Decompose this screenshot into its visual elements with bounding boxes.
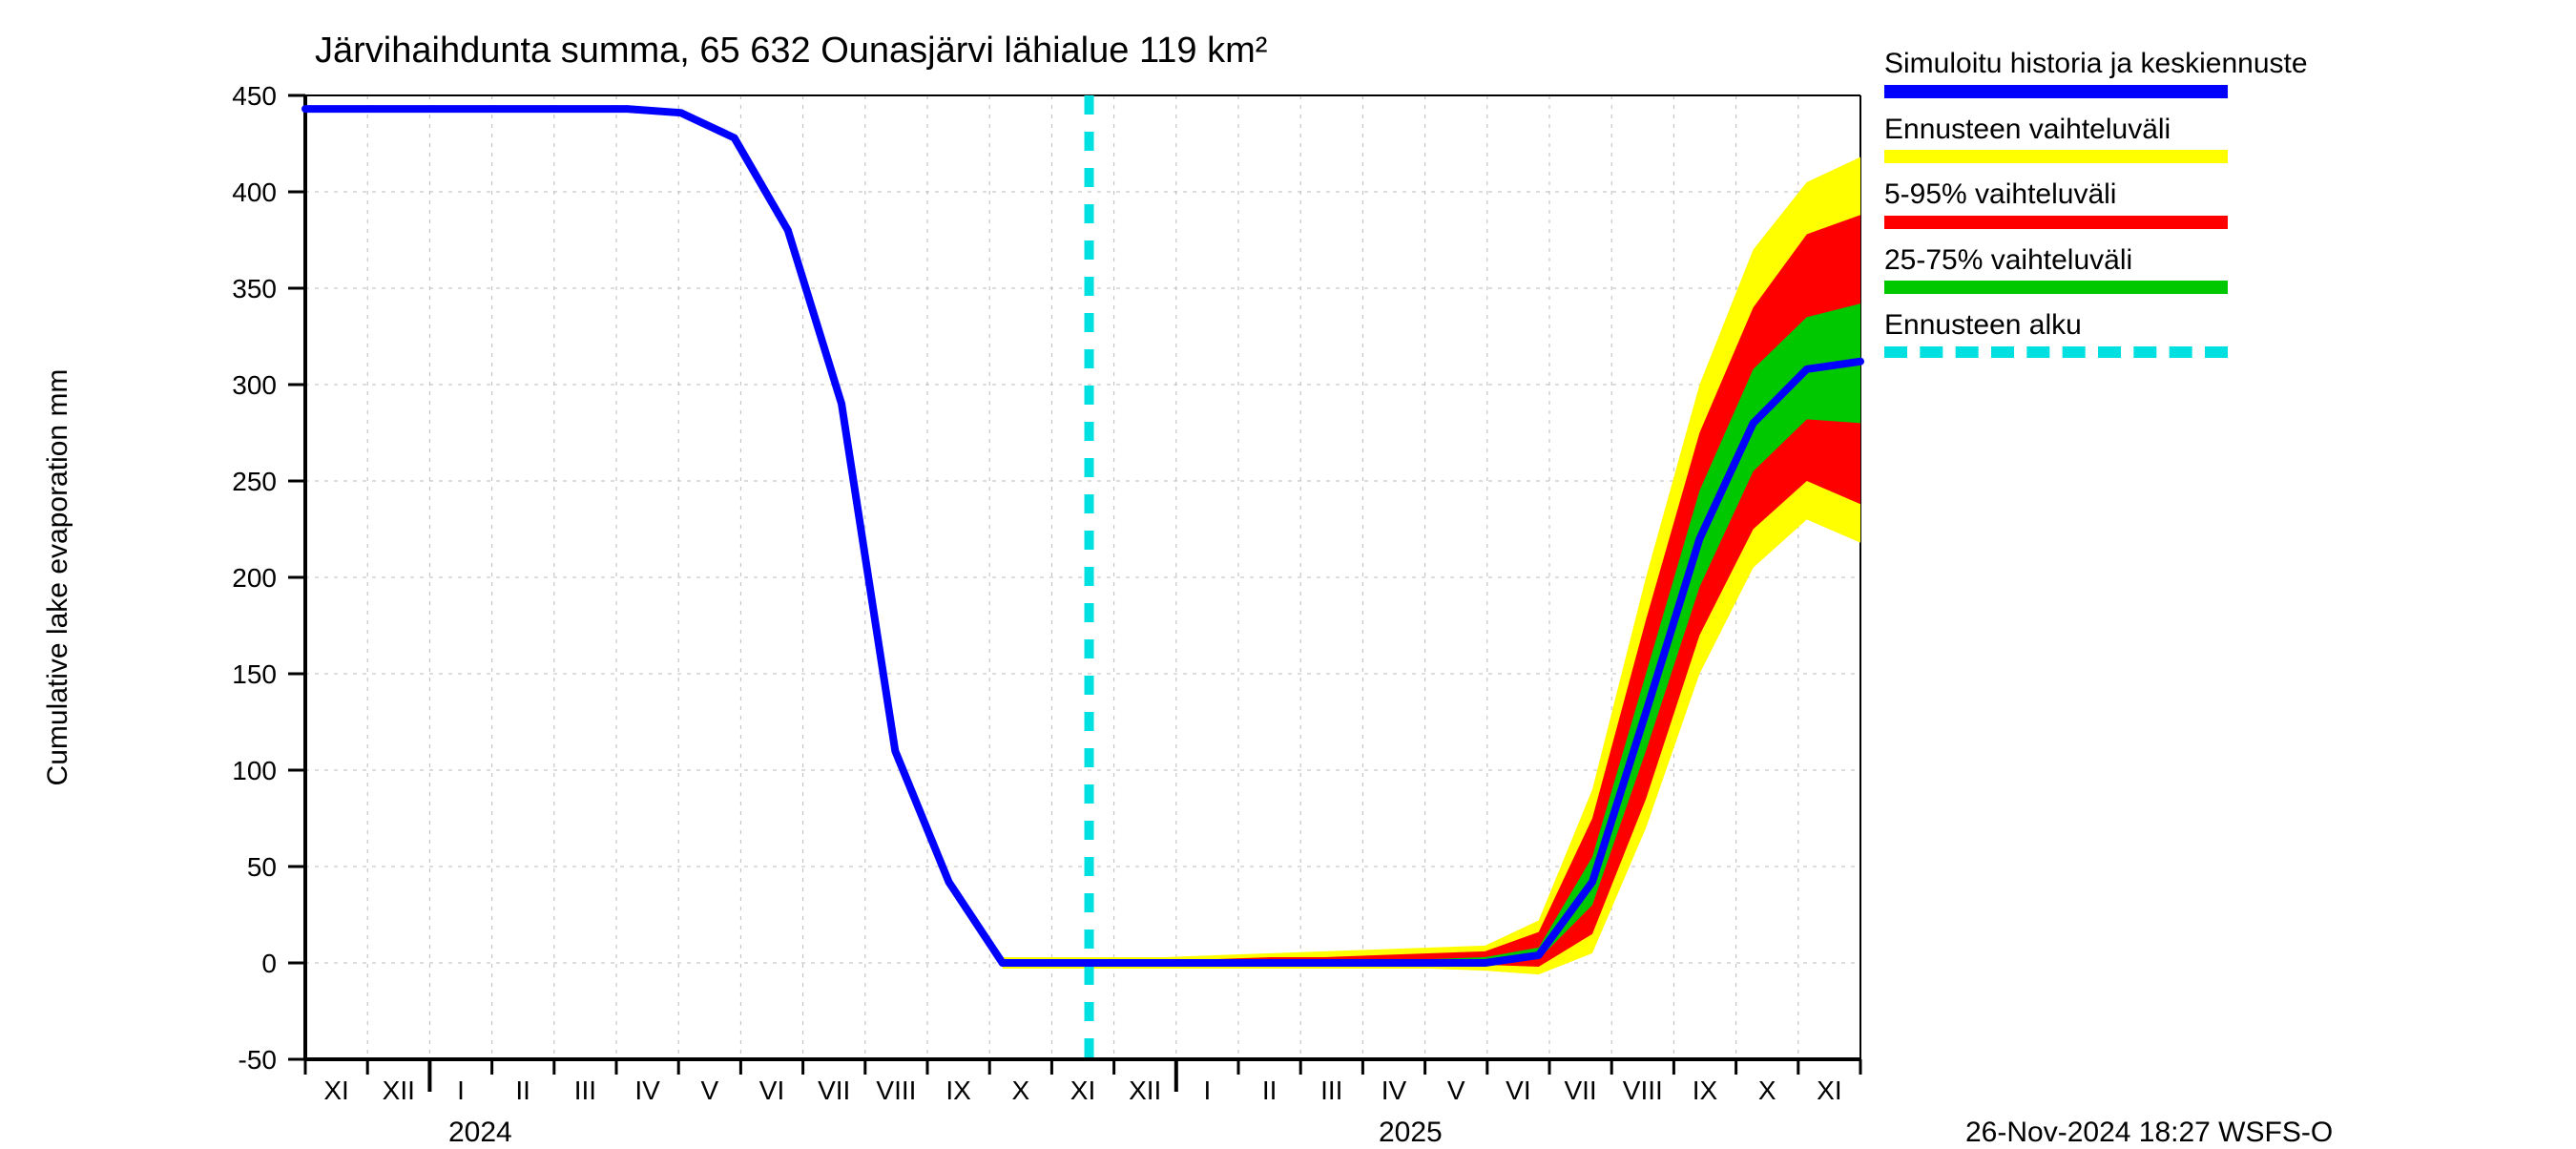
svg-text:450: 450 xyxy=(232,81,277,111)
svg-text:III: III xyxy=(574,1076,596,1105)
svg-text:I: I xyxy=(457,1076,465,1105)
legend-swatch xyxy=(1884,281,2228,294)
svg-text:IV: IV xyxy=(634,1076,660,1105)
legend-label: Ennusteen vaihteluväli xyxy=(1884,114,2552,147)
year-label-2024: 2024 xyxy=(448,1117,512,1149)
svg-text:Cumulative lake evaporation: Cumulative lake evaporation mm xyxy=(42,369,73,786)
svg-text:-50: -50 xyxy=(239,1045,277,1075)
footer-timestamp: 26-Nov-2024 18:27 WSFS-O xyxy=(1965,1117,2333,1149)
svg-text:250: 250 xyxy=(232,467,277,496)
svg-text:VIII: VIII xyxy=(1623,1076,1663,1105)
svg-text:VI: VI xyxy=(759,1076,784,1105)
svg-text:II: II xyxy=(1262,1076,1278,1105)
svg-text:400: 400 xyxy=(232,178,277,207)
svg-text:IX: IX xyxy=(1693,1076,1718,1105)
svg-text:IV: IV xyxy=(1381,1076,1407,1105)
legend-item-forecast-start: Ennusteen alku xyxy=(1884,309,2552,358)
legend-label: Ennusteen alku xyxy=(1884,309,2552,343)
svg-text:50: 50 xyxy=(247,852,277,882)
svg-text:VII: VII xyxy=(1564,1076,1596,1105)
svg-text:X: X xyxy=(1758,1076,1776,1105)
year-label-2025: 2025 xyxy=(1379,1117,1443,1149)
svg-text:V: V xyxy=(1447,1076,1465,1105)
svg-text:XI: XI xyxy=(323,1076,348,1105)
legend-label: 5-95% vaihteluväli xyxy=(1884,178,2552,212)
svg-text:X: X xyxy=(1011,1076,1029,1105)
legend-swatch xyxy=(1884,346,2228,358)
legend-label: 25-75% vaihteluväli xyxy=(1884,244,2552,278)
legend-label: Simuloitu historia ja keskiennuste xyxy=(1884,48,2552,81)
legend-swatch xyxy=(1884,150,2228,163)
legend-item-mean: Simuloitu historia ja keskiennuste xyxy=(1884,48,2552,98)
legend-item-mid: 5-95% vaihteluväli xyxy=(1884,178,2552,229)
legend-item-outer: Ennusteen vaihteluväli xyxy=(1884,114,2552,164)
svg-text:III: III xyxy=(1320,1076,1342,1105)
svg-text:300: 300 xyxy=(232,370,277,400)
svg-text:150: 150 xyxy=(232,659,277,689)
svg-text:XI: XI xyxy=(1817,1076,1841,1105)
legend: Simuloitu historia ja keskiennuste Ennus… xyxy=(1884,48,2552,373)
legend-swatch xyxy=(1884,85,2228,98)
svg-text:XII: XII xyxy=(1129,1076,1161,1105)
legend-swatch xyxy=(1884,216,2228,229)
svg-text:I: I xyxy=(1204,1076,1212,1105)
svg-text:200: 200 xyxy=(232,563,277,593)
legend-item-inner: 25-75% vaihteluväli xyxy=(1884,244,2552,295)
svg-text:XII: XII xyxy=(383,1076,415,1105)
svg-text:VIII: VIII xyxy=(876,1076,916,1105)
svg-text:IX: IX xyxy=(945,1076,971,1105)
svg-text:V: V xyxy=(700,1076,718,1105)
svg-text:350: 350 xyxy=(232,274,277,303)
svg-text:Järvihaihdunta summa, 65 632 O: Järvihaihdunta summa, 65 632 Ounasjärvi … xyxy=(315,31,1267,71)
svg-text:VII: VII xyxy=(818,1076,850,1105)
svg-text:VI: VI xyxy=(1506,1076,1530,1105)
svg-text:0: 0 xyxy=(261,949,277,978)
svg-text:100: 100 xyxy=(232,756,277,785)
svg-text:XI: XI xyxy=(1070,1076,1095,1105)
svg-text:II: II xyxy=(515,1076,530,1105)
